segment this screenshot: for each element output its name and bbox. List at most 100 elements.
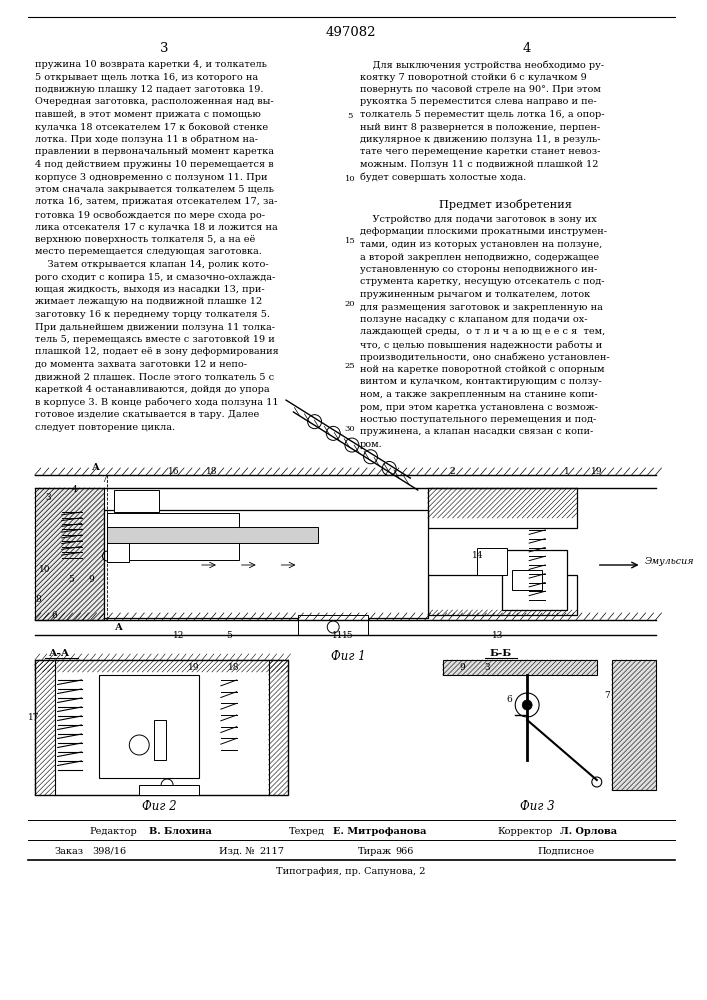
Circle shape (522, 700, 532, 710)
Text: 966: 966 (396, 847, 414, 856)
Text: толкатель 5 переместит щель лотка 16, а опор-: толкатель 5 переместит щель лотка 16, а … (360, 110, 604, 119)
Bar (154, 720, 166, 760)
Text: Подписное: Подписное (537, 847, 595, 856)
Text: тате чего перемещение каретки станет невоз-: тате чего перемещение каретки станет нев… (360, 147, 600, 156)
Text: будет совершать холостые хода.: будет совершать холостые хода. (360, 172, 526, 182)
Text: тами, один из которых установлен на ползуне,: тами, один из которых установлен на полз… (360, 240, 602, 249)
Bar (115, 490, 159, 512)
Text: 6: 6 (506, 696, 512, 704)
Text: 8: 8 (35, 595, 41, 604)
Text: 398/16: 398/16 (93, 847, 127, 856)
Text: При дальнейшем движении ползуна 11 толка-: При дальнейшем движении ползуна 11 толка… (35, 322, 275, 332)
Text: до момента захвата заготовки 12 и непо-: до момента захвата заготовки 12 и непо- (35, 360, 247, 369)
Bar (513, 570, 542, 590)
Text: а второй закреплен неподвижно, содержащее: а второй закреплен неподвижно, содержаще… (360, 252, 600, 261)
Text: Фиг 3: Фиг 3 (520, 800, 554, 813)
Text: Б-Б: Б-Б (489, 649, 511, 658)
Text: что, с целью повышения надежности работы и: что, с целью повышения надежности работы… (360, 340, 602, 350)
Bar (298, 615, 368, 635)
Text: винтом и кулачком, контактирующим с ползу-: винтом и кулачком, контактирующим с полз… (360, 377, 602, 386)
Text: 5: 5 (69, 576, 74, 584)
Text: дикулярное к движению ползуна 11, в резуль-: дикулярное к движению ползуна 11, в резу… (360, 135, 600, 144)
Text: Фиг 2: Фиг 2 (142, 800, 177, 813)
Text: 1: 1 (564, 468, 570, 477)
Circle shape (515, 693, 539, 717)
Text: 18: 18 (206, 468, 218, 477)
Text: рого сходит с копира 15, и смазочно-охлажда-: рого сходит с копира 15, и смазочно-охла… (35, 272, 275, 282)
Text: ном, а также закрепленным на станине копи-: ном, а также закрепленным на станине коп… (360, 390, 597, 399)
Text: ностью поступательного перемещения и под-: ностью поступательного перемещения и под… (360, 415, 596, 424)
Text: тель 5, перемещаясь вместе с заготовкой 19 и: тель 5, перемещаясь вместе с заготовкой … (35, 335, 274, 344)
Text: установленную со стороны неподвижного ин-: установленную со стороны неподвижного ин… (360, 265, 597, 274)
Text: готовое изделие скатывается в тару. Далее: готовое изделие скатывается в тару. Дале… (35, 410, 259, 419)
Text: Е. Митрофанова: Е. Митрофанова (333, 827, 427, 836)
Text: кулачка 18 отсекателем 17 к боковой стенке: кулачка 18 отсекателем 17 к боковой стен… (35, 122, 268, 132)
Text: заготовку 16 к переднему торцу толкателя 5.: заготовку 16 к переднему торцу толкателя… (35, 310, 270, 319)
Text: 5 открывает щель лотка 16, из которого на: 5 открывает щель лотка 16, из которого н… (35, 73, 258, 82)
Text: правлении в первоначальный момент каретка: правлении в первоначальный момент каретк… (35, 147, 274, 156)
Text: деформации плоскими прокатными инструмен-: деформации плоскими прокатными инструмен… (360, 228, 607, 236)
Text: готовка 19 освобождается по мере схода ро-: готовка 19 освобождается по мере схода р… (35, 210, 265, 220)
Text: струмента каретку, несущую отсекатель с под-: струмента каретку, несущую отсекатель с … (360, 277, 604, 286)
Text: жимает лежащую на подвижной плашке 12: жимает лежащую на подвижной плашке 12 (35, 298, 262, 306)
Text: 4: 4 (523, 41, 532, 54)
Text: 16: 16 (168, 468, 180, 477)
Text: Тираж: Тираж (358, 847, 392, 856)
Text: павшей, в этот момент прижата с помощью: павшей, в этот момент прижата с помощью (35, 110, 261, 119)
Text: лотка. При ходе ползуна 11 в обратном на-: лотка. При ходе ползуна 11 в обратном на… (35, 135, 258, 144)
Bar (428, 488, 577, 528)
Bar (477, 548, 508, 575)
Text: корпусе 3 одновременно с ползуном 11. При: корпусе 3 одновременно с ползуном 11. Пр… (35, 172, 267, 182)
Text: 30: 30 (345, 425, 356, 433)
Text: Фиг 1: Фиг 1 (331, 650, 366, 663)
Text: 13: 13 (491, 631, 503, 640)
Bar (107, 513, 239, 560)
Text: А: А (91, 463, 100, 472)
Text: повернуть по часовой стреле на 90°. При этом: повернуть по часовой стреле на 90°. При … (360, 85, 601, 94)
Text: Изд. №: Изд. № (219, 847, 255, 856)
Text: 19: 19 (188, 664, 199, 672)
Text: 15: 15 (342, 631, 354, 640)
Bar (35, 488, 105, 620)
Text: лаждающей среды,  о т л и ч а ю щ е е с я  тем,: лаждающей среды, о т л и ч а ю щ е е с я… (360, 328, 605, 336)
Text: Устройство для подачи заготовок в зону их: Устройство для подачи заготовок в зону и… (360, 215, 597, 224)
Text: верхнюю поверхность толкателя 5, а на её: верхнюю поверхность толкателя 5, а на её (35, 235, 255, 244)
Text: подвижную плашку 12 падает заготовка 19.: подвижную плашку 12 падает заготовка 19. (35, 85, 263, 94)
Text: 9: 9 (88, 576, 94, 584)
Text: 2: 2 (450, 468, 455, 477)
Text: Очередная заготовка, расположенная над вы-: Очередная заготовка, расположенная над в… (35, 98, 274, 106)
Text: Корректор: Корректор (497, 827, 553, 836)
Bar (105, 510, 428, 618)
Text: Эмульсия: Эмульсия (645, 558, 694, 566)
Text: ющая жидкость, выходя из насадки 13, при-: ющая жидкость, выходя из насадки 13, при… (35, 285, 264, 294)
Text: 2117: 2117 (259, 847, 285, 856)
Text: ром.: ром. (360, 440, 382, 449)
Text: Редактор: Редактор (90, 827, 137, 836)
Text: ползуне насадку с клапаном для подачи ох-: ползуне насадку с клапаном для подачи ох… (360, 315, 588, 324)
Bar (35, 660, 288, 670)
Text: 4 под действием пружины 10 перемещается в: 4 под действием пружины 10 перемещается … (35, 160, 274, 169)
Text: 4: 4 (71, 486, 78, 494)
Text: в корпусе 3. В конце рабочего хода ползуна 11: в корпусе 3. В конце рабочего хода ползу… (35, 397, 279, 407)
Text: можным. Ползун 11 с подвижной плашкой 12: можным. Ползун 11 с подвижной плашкой 12 (360, 160, 599, 169)
Text: 9: 9 (460, 664, 465, 672)
Text: А: А (115, 623, 123, 632)
Text: 11: 11 (332, 631, 344, 640)
Text: производительности, оно снабжено установлен-: производительности, оно снабжено установ… (360, 353, 609, 362)
Text: этом сначала закрывается толкателем 5 щель: этом сначала закрывается толкателем 5 ще… (35, 185, 274, 194)
Text: пружиненным рычагом и толкателем, лоток: пружиненным рычагом и толкателем, лоток (360, 290, 590, 299)
Bar (502, 550, 567, 610)
Bar (100, 675, 199, 778)
Bar (35, 660, 288, 795)
Text: Предмет изобретения: Предмет изобретения (439, 199, 572, 210)
Bar (139, 785, 199, 795)
Text: 17: 17 (28, 714, 40, 722)
Text: ный винт 8 развернется в положение, перпен-: ный винт 8 развернется в положение, перп… (360, 122, 600, 131)
Text: следует повторение цикла.: следует повторение цикла. (35, 422, 175, 432)
Text: коятку 7 поворотной стойки 6 с кулачком 9: коятку 7 поворотной стойки 6 с кулачком … (360, 73, 587, 82)
Bar (107, 543, 129, 562)
Text: 3: 3 (45, 493, 51, 502)
Text: ной на каретке поворотной стойкой с опорным: ной на каретке поворотной стойкой с опор… (360, 365, 604, 374)
Text: 10: 10 (345, 175, 356, 183)
Text: Затем открывается клапан 14, ролик кото-: Затем открывается клапан 14, ролик кото- (35, 260, 269, 269)
